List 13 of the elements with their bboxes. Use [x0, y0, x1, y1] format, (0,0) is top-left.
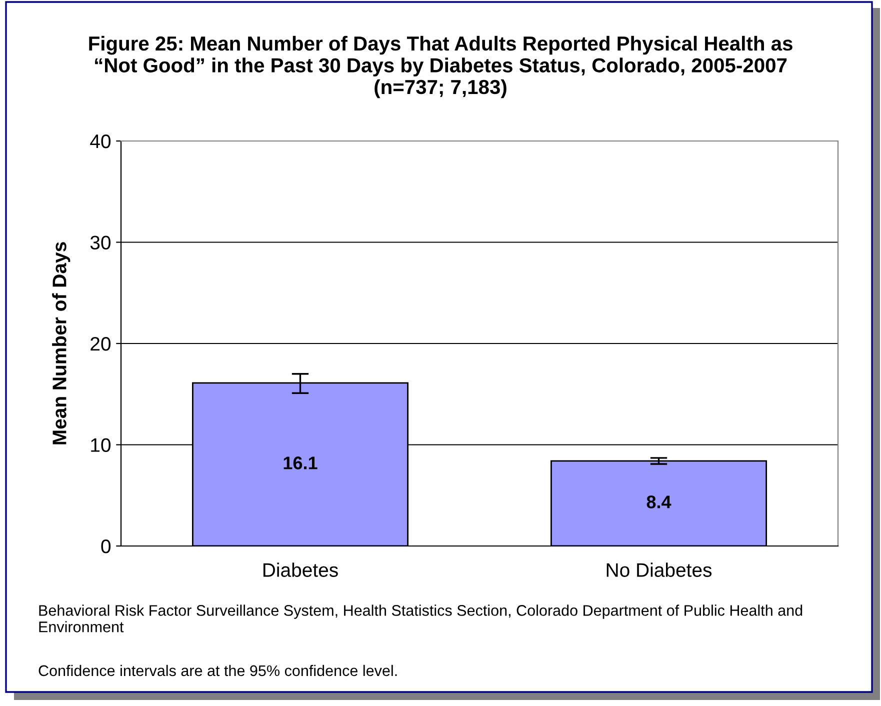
y-tick-label: 10 — [91, 438, 111, 452]
y-tick-label: 0 — [101, 539, 111, 554]
text: Confidence intervals are at the 95% confidence level. — [38, 664, 397, 676]
data-label: 16.1 — [284, 456, 318, 470]
y-axis-title: Mean Number of Days — [52, 242, 70, 444]
y-tick-label: 30 — [90, 236, 111, 250]
x-tick-label: Diabetes — [263, 562, 338, 577]
chart-title: Figure 25: Mean Number of Days That Adults Reported Physical Health as “Not Good” in the Past 30 Days by Diabetes Status, Colorado, 2005-2007 (n=737; 7,183) — [89, 36, 792, 98]
data-label: 8.4 — [646, 496, 672, 508]
y-tick-label: 20 — [90, 336, 111, 351]
x-tick-label: No Diabetes — [606, 562, 712, 577]
text: Behavioral Risk Factor Surveillance System, Health Statistics Section, Colorado Department of Public Health and Environment — [39, 604, 802, 632]
y-tick-label: 40 — [90, 134, 111, 148]
